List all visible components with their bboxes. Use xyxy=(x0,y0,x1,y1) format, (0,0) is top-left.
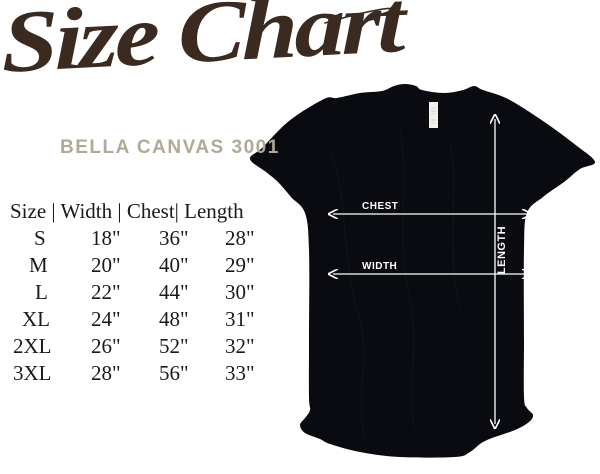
svg-text:Size Chart: Size Chart xyxy=(2,0,408,92)
svg-text:BELLA CANVAS 3001: BELLA CANVAS 3001 xyxy=(60,137,280,158)
